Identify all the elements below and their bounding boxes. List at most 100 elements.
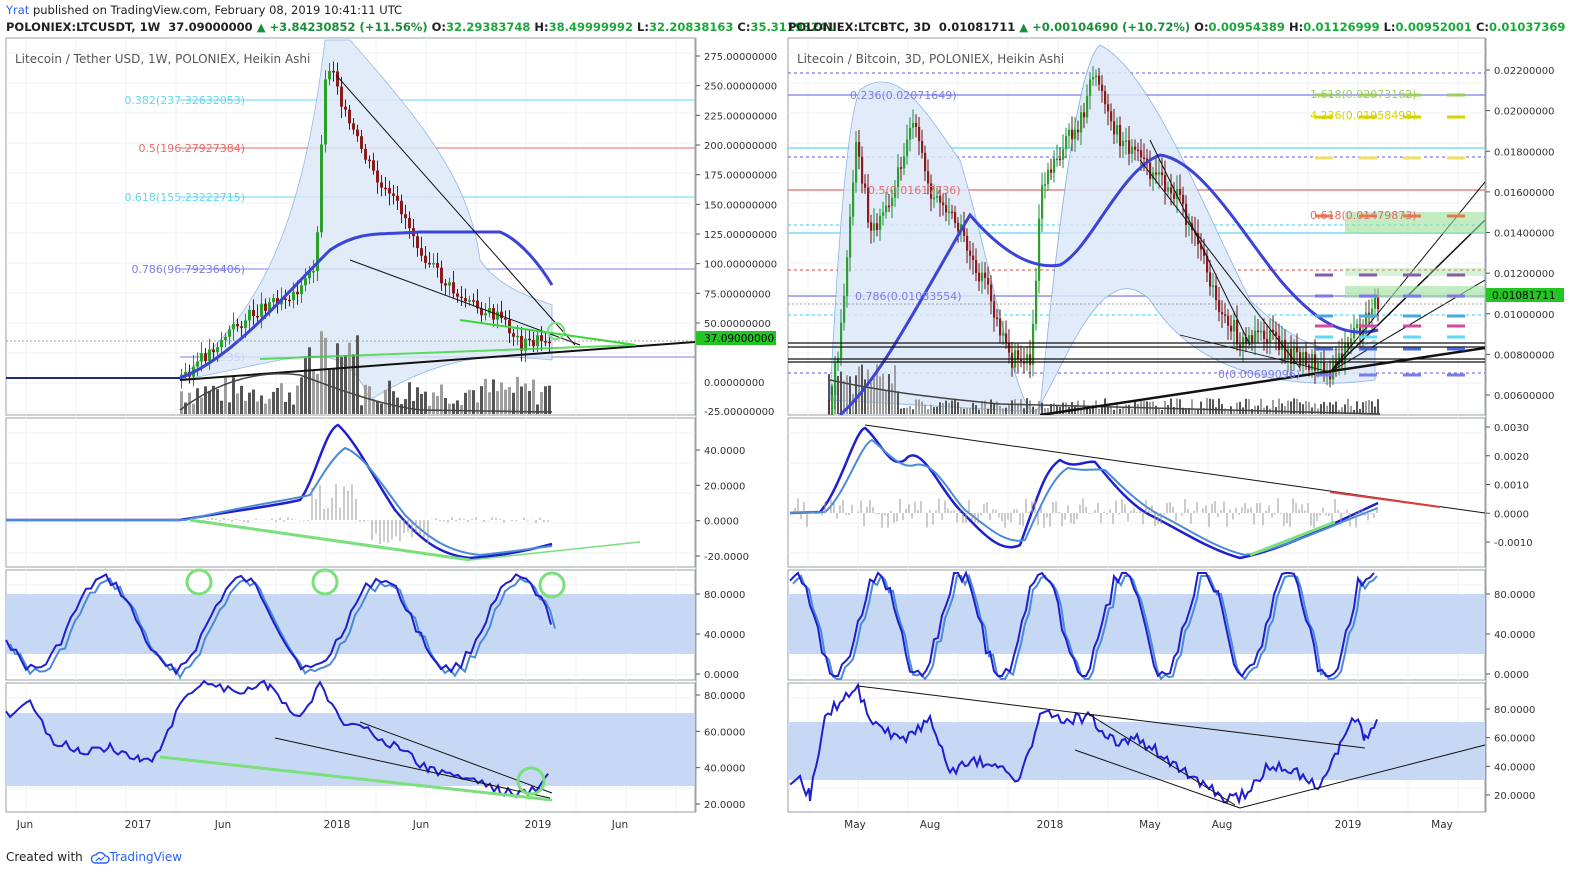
candle-body <box>1005 333 1008 344</box>
volume-bar <box>516 376 519 414</box>
candle-body <box>1359 324 1362 337</box>
volume-bar <box>224 377 227 414</box>
rsi-trendline <box>359 721 553 794</box>
charts-canvas[interactable]: 275.00000000 250.00000000 225.00000000 200.… <box>0 0 1588 846</box>
volume-bar <box>894 365 896 414</box>
volume-bar <box>1308 401 1310 414</box>
right-time-label: May <box>844 819 866 831</box>
candle-body <box>324 79 327 145</box>
candle-body <box>200 353 203 362</box>
candle-body <box>1371 308 1374 318</box>
volume-bar <box>903 407 905 414</box>
candle-body <box>957 222 960 232</box>
fib-label: 0.236(0.02071649) <box>850 89 957 102</box>
macd-resistance-line <box>1329 491 1441 508</box>
volume-bar <box>292 404 295 414</box>
volume-bar <box>260 395 263 414</box>
volume-bar <box>192 403 195 414</box>
candle-body <box>1260 330 1263 333</box>
candle-body <box>1308 365 1311 371</box>
candle-body <box>488 308 491 314</box>
right-symbol[interactable]: POLONIEX:LTCBTC, 3D <box>788 20 931 34</box>
candle-body <box>885 205 888 213</box>
left-price-tick-label: 0.00000000 <box>704 378 764 389</box>
volume-bar <box>1209 398 1211 414</box>
volume-bar <box>1311 407 1313 414</box>
left-price-tick-label: -25.00000000 <box>704 407 774 418</box>
volume-bar <box>1326 405 1328 414</box>
candle-body <box>1110 111 1113 122</box>
volume-bar <box>1245 398 1247 414</box>
left-change: ▲ +3.84230852 (+11.56%) <box>256 20 428 34</box>
candle-body <box>316 232 319 271</box>
volume-bar <box>1086 407 1088 414</box>
volume-bar <box>1008 404 1010 414</box>
candle-body <box>1089 79 1092 96</box>
candle-body <box>852 182 855 217</box>
volume-bar <box>921 401 923 414</box>
candle-body <box>368 159 371 162</box>
volume-bar <box>1110 407 1112 414</box>
trendline <box>1179 334 1331 373</box>
volume-bar <box>1299 402 1301 414</box>
candle-body <box>933 197 936 200</box>
right-price-tick-label: 0.00600000 <box>1494 391 1554 402</box>
volume-bar <box>867 369 869 414</box>
volume-bar <box>464 392 467 414</box>
volume-bar <box>336 343 339 414</box>
volume-bar <box>969 407 971 414</box>
volume-bar <box>432 392 435 414</box>
candle-body <box>969 250 972 256</box>
candle-body <box>867 187 870 223</box>
right-price-tick-label: 0.01400000 <box>1494 229 1554 240</box>
candle-body <box>930 183 933 199</box>
volume-bar <box>424 391 427 414</box>
volume-bar <box>927 409 929 414</box>
candle-body <box>504 318 507 320</box>
volume-bar <box>420 393 423 414</box>
candle-body <box>1131 146 1134 154</box>
candle-body <box>1071 129 1074 140</box>
highlight-circle <box>547 322 565 340</box>
volume-bar <box>1053 403 1055 414</box>
left-stoch-tick-label: 40.0000 <box>704 630 745 641</box>
left-symbol[interactable]: POLONIEX:LTCUSDT, 1W <box>6 20 161 34</box>
candle-body <box>492 308 495 320</box>
volume-bar <box>1227 409 1229 414</box>
rsi-trendline <box>274 737 551 799</box>
volume-bar <box>1200 401 1202 414</box>
candle-body <box>1164 174 1167 192</box>
left-h-label: H: <box>534 20 549 34</box>
candle-body <box>1017 350 1020 360</box>
candle-body <box>1065 136 1068 150</box>
candle-body <box>1029 354 1032 365</box>
volume-ma <box>179 373 553 413</box>
candle-body <box>1149 162 1152 179</box>
candle-body <box>1122 140 1125 147</box>
volume-bar <box>456 400 459 414</box>
publisher-name[interactable]: Yrat <box>6 3 30 17</box>
volume-bar <box>384 389 387 414</box>
volume-bar <box>204 386 207 414</box>
volume-bar <box>460 405 463 414</box>
volume-bar <box>1035 409 1037 414</box>
footer-brand[interactable]: TradingView <box>109 850 183 864</box>
footer: Created with TradingView <box>6 850 182 864</box>
right-ticker-line: POLONIEX:LTCBTC, 3D 0.01081711 ▲ +0.0010… <box>788 20 1565 34</box>
candle-body <box>476 300 479 309</box>
volume-bar <box>228 402 231 414</box>
volume-bar <box>1179 399 1181 414</box>
left-price-tick-label: 175.00000000 <box>704 171 777 182</box>
volume-bar <box>1353 409 1355 414</box>
candle-body <box>939 195 942 203</box>
candle-body <box>500 311 503 319</box>
candle-body <box>1020 359 1023 362</box>
left-macd-tick-label: 20.0000 <box>704 481 745 492</box>
right-time-label: May <box>1431 819 1453 831</box>
candle-body <box>308 271 311 279</box>
volume-bar <box>1287 400 1289 414</box>
fib-label: 1.618(0.02073162) <box>1310 88 1417 101</box>
candle-body <box>1095 75 1098 78</box>
volume-bar <box>444 397 447 414</box>
candle-body <box>1143 157 1146 159</box>
